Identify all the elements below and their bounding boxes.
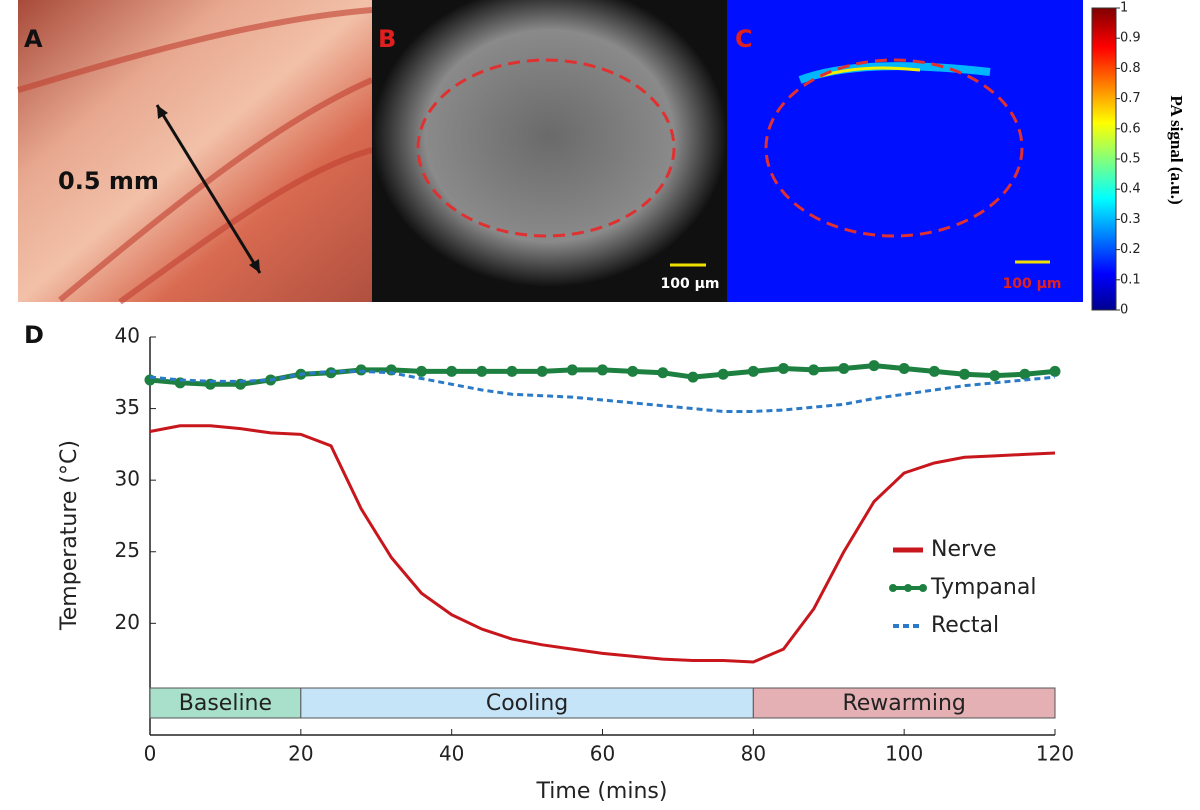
series-marker	[627, 365, 639, 377]
series-marker	[747, 365, 759, 377]
x-tick-label: 40	[439, 742, 464, 766]
series-marker	[959, 368, 970, 380]
legend-label: Tympanal	[930, 575, 1036, 600]
series-marker	[928, 365, 940, 377]
series-marker	[536, 365, 548, 377]
series-marker	[506, 365, 518, 377]
nerve-outline	[764, 58, 1024, 238]
colorbar-tick-label: 0.4	[1120, 182, 1141, 197]
colorbar-tick-label: 0.5	[1120, 152, 1141, 167]
x-axis-label: Time (mins)	[536, 779, 668, 804]
colorbar	[1091, 7, 1117, 311]
tissue-fibers	[17, 7, 374, 305]
phase-label: Cooling	[486, 691, 568, 716]
colorbar-label: PA signal (a.u.)	[1167, 95, 1186, 204]
x-tick-label: 120	[1036, 742, 1074, 766]
legend-label: Nerve	[931, 537, 997, 562]
scale-label: 0.5 mm	[58, 167, 159, 195]
series-marker	[657, 367, 669, 379]
x-tick-label: 60	[590, 742, 615, 766]
colorbar-tick-label: 1	[1120, 1, 1128, 16]
colorbar-tick-label: 0	[1120, 303, 1128, 318]
colorbar-tick-label: 0.6	[1120, 121, 1141, 136]
phase-bar	[752, 687, 1056, 719]
x-tick-label: 0	[144, 742, 157, 766]
colorbar-tick-label: 0.9	[1120, 31, 1141, 46]
series-marker	[898, 362, 910, 374]
series-line	[149, 424, 1056, 664]
phase-label: Rewarming	[842, 691, 965, 716]
panel-label: D	[24, 321, 44, 349]
y-tick-label: 20	[115, 610, 140, 634]
series-marker	[808, 364, 820, 376]
legend-marker	[889, 584, 897, 592]
scale-label: 100 µm	[661, 276, 720, 292]
colorbar-tick-label: 0.8	[1120, 61, 1141, 76]
series-marker	[838, 362, 850, 374]
y-tick-label: 25	[115, 538, 140, 562]
series-marker	[868, 360, 880, 372]
series-marker	[1019, 368, 1031, 380]
series-marker	[717, 368, 729, 380]
colorbar-tick-label: 0.1	[1120, 272, 1141, 287]
x-tick-label: 80	[741, 742, 766, 766]
pa-signal-peak	[819, 66, 921, 78]
colorbar-tick-label: 0.7	[1120, 91, 1141, 106]
y-tick-label: 35	[115, 395, 140, 419]
photo-panel	[18, 0, 372, 302]
series-marker	[989, 370, 1001, 382]
x-tick-label: 100	[885, 742, 923, 766]
y-tick-label: 30	[115, 467, 140, 491]
x-tick-label: 20	[288, 742, 313, 766]
panel-label: C	[735, 25, 753, 53]
scale-label: 100 µm	[1003, 276, 1062, 292]
series-marker	[687, 371, 699, 383]
colorbar-tick-label: 0.2	[1120, 242, 1141, 257]
phase-bar	[300, 687, 754, 719]
legend-marker	[919, 584, 927, 592]
series-marker	[476, 365, 488, 377]
phase-label: Baseline	[179, 691, 272, 716]
nerve-outline	[416, 58, 676, 238]
series-marker	[566, 364, 578, 376]
pa-map-panel	[727, 0, 1083, 302]
series-marker	[597, 364, 608, 376]
panel-label: A	[24, 25, 43, 53]
phase-bar	[149, 687, 302, 719]
series-marker	[416, 365, 427, 377]
series-marker	[1049, 365, 1061, 377]
pa-signal	[798, 62, 991, 84]
y-axis-label: Temperature (°C)	[57, 440, 82, 631]
legend-label: Rectal	[931, 613, 999, 638]
legend-marker	[904, 584, 912, 592]
grayscale-panel	[372, 0, 727, 302]
panel-label: B	[378, 25, 396, 53]
colorbar-tick-label: 0.3	[1120, 212, 1141, 227]
scale-arrow	[155, 104, 262, 274]
series-marker	[778, 362, 789, 374]
series-marker	[446, 365, 458, 377]
y-tick-label: 40	[115, 324, 140, 348]
series-line	[149, 369, 1056, 413]
